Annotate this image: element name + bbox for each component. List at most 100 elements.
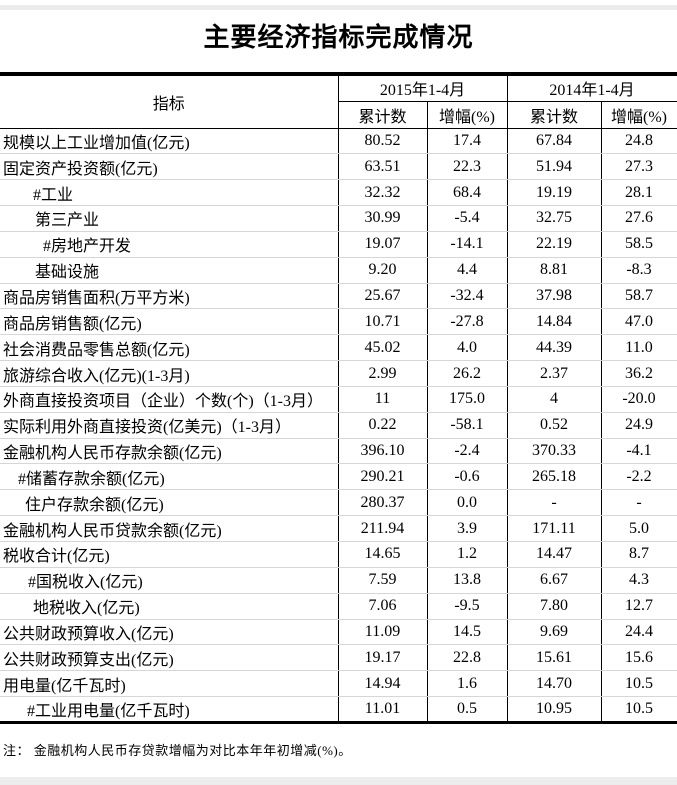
cumulative-2014-value: 265.18 — [506, 463, 601, 491]
indicators-table: 指标 2015年1-4月 2014年1-4月 累计数 增幅(%) 累计数 增幅(… — [0, 72, 677, 725]
table-row: 基础设施 9.20 4.4 8.81 -8.3 — [0, 257, 677, 284]
window-edge-top — [0, 5, 677, 10]
cumulative-2015-value: 30.99 — [337, 205, 427, 232]
cumulative-2015-value: 14.94 — [337, 670, 427, 698]
cumulative-2015-value: 14.65 — [337, 541, 427, 568]
growth-2015-value: 3.9 — [426, 515, 507, 542]
growth-2014-value: -4.1 — [600, 438, 677, 465]
indicator-label: 税收合计(亿元) — [0, 541, 338, 568]
indicator-label: #储蓄存款余额(亿元) — [0, 463, 338, 491]
table-header: 指标 2015年1-4月 2014年1-4月 累计数 增幅(%) 累计数 增幅(… — [0, 74, 677, 129]
growth-2014-value: 5.0 — [600, 515, 677, 542]
table-row: #工业 32.32 68.4 19.19 28.1 — [0, 179, 677, 207]
indicator-label: 金融机构人民币贷款余额(亿元) — [0, 515, 338, 542]
table-row: 用电量(亿千瓦时) 14.94 1.6 14.70 10.5 — [0, 670, 677, 698]
cumulative-2014-value: 67.84 — [506, 128, 601, 155]
cumulative-2014-value: 19.19 — [506, 179, 601, 207]
cumulative-2014-value: 8.81 — [506, 257, 601, 284]
indicator-label: 规模以上工业增加值(亿元) — [0, 128, 338, 155]
growth-2015-value: 0.0 — [426, 489, 507, 517]
growth-2014-value: 27.6 — [600, 205, 677, 232]
growth-2015-value: -5.4 — [426, 205, 507, 232]
table-row: 公共财政预算支出(亿元) 19.17 22.8 15.61 15.6 — [0, 644, 677, 672]
table-row: #房地产开发 19.07 -14.1 22.19 58.5 — [0, 231, 677, 258]
indicator-label: #工业用电量(亿千瓦时) — [0, 696, 338, 724]
growth-2014-value: -2.2 — [600, 463, 677, 491]
growth-2014-value: - — [600, 489, 677, 517]
cumulative-2015-value: 0.22 — [337, 412, 427, 439]
cumulative-2014-value: 14.70 — [506, 670, 601, 698]
growth-2015-value: -58.1 — [426, 412, 507, 439]
table-row: 社会消费品零售总额(亿元) 45.02 4.0 44.39 11.0 — [0, 334, 677, 362]
table-row: 固定资产投资额(亿元) 63.51 22.3 51.94 27.3 — [0, 153, 677, 181]
cumulative-2015-value: 7.06 — [337, 593, 427, 620]
growth-2015-value: 22.3 — [426, 153, 507, 181]
cumulative-2014-value: 14.84 — [506, 308, 601, 336]
growth-2014-value: 27.3 — [600, 153, 677, 181]
table-row: 商品房销售额(亿元) 10.71 -27.8 14.84 47.0 — [0, 308, 677, 336]
header-period-2015: 2015年1-4月 — [337, 74, 507, 102]
growth-2014-value: 36.2 — [600, 360, 677, 387]
cumulative-2015-value: 11.09 — [337, 619, 427, 646]
growth-2015-value: -9.5 — [426, 593, 507, 620]
indicator-label: 公共财政预算收入(亿元) — [0, 619, 338, 646]
cumulative-2014-value: 10.95 — [506, 696, 601, 724]
table-row: 实际利用外商直接投资(亿美元)（1-3月） 0.22 -58.1 0.52 24.9 — [0, 412, 677, 439]
indicator-label: 旅游综合收入(亿元)(1-3月) — [0, 360, 338, 387]
cumulative-2014-value: 4 — [506, 386, 601, 413]
indicator-label: 社会消费品零售总额(亿元) — [0, 334, 338, 362]
indicator-label: 实际利用外商直接投资(亿美元)（1-3月） — [0, 412, 338, 439]
table-row: #国税收入(亿元) 7.59 13.8 6.67 4.3 — [0, 567, 677, 594]
cumulative-2015-value: 63.51 — [337, 153, 427, 181]
table-row: #工业用电量(亿千瓦时) 11.01 0.5 10.95 10.5 — [0, 696, 677, 724]
growth-2015-value: 68.4 — [426, 179, 507, 207]
header-growth-2014: 增幅(%) — [600, 101, 677, 129]
growth-2015-value: 17.4 — [426, 128, 507, 155]
cumulative-2015-value: 2.99 — [337, 360, 427, 387]
indicator-label: 金融机构人民币存款余额(亿元) — [0, 438, 338, 465]
header-cumulative-2015: 累计数 — [337, 101, 427, 129]
cumulative-2014-value: 0.52 — [506, 412, 601, 439]
growth-2015-value: 1.6 — [426, 670, 507, 698]
cumulative-2014-value: 14.47 — [506, 541, 601, 568]
growth-2015-value: 175.0 — [426, 386, 507, 413]
indicator-label: 第三产业 — [0, 205, 338, 232]
cumulative-2014-value: 171.11 — [506, 515, 601, 542]
cumulative-2014-value: 44.39 — [506, 334, 601, 362]
growth-2014-value: 11.0 — [600, 334, 677, 362]
growth-2015-value: 4.0 — [426, 334, 507, 362]
cumulative-2014-value: - — [506, 489, 601, 517]
indicator-label: #国税收入(亿元) — [0, 567, 338, 594]
growth-2014-value: 4.3 — [600, 567, 677, 594]
table-row: 公共财政预算收入(亿元) 11.09 14.5 9.69 24.4 — [0, 619, 677, 646]
cumulative-2015-value: 280.37 — [337, 489, 427, 517]
table-row: #储蓄存款余额(亿元) 290.21 -0.6 265.18 -2.2 — [0, 463, 677, 491]
growth-2014-value: 12.7 — [600, 593, 677, 620]
growth-2014-value: 58.7 — [600, 283, 677, 310]
table-row: 住户存款余额(亿元) 280.37 0.0- - — [0, 489, 677, 517]
indicator-label: 外商直接投资项目（企业）个数(个)（1-3月） — [0, 386, 338, 413]
cumulative-2015-value: 19.07 — [337, 231, 427, 258]
cumulative-2014-value: 9.69 — [506, 619, 601, 646]
cumulative-2015-value: 25.67 — [337, 283, 427, 310]
cumulative-2015-value: 11 — [337, 386, 427, 413]
growth-2015-value: -2.4 — [426, 438, 507, 465]
growth-2014-value: 47.0 — [600, 308, 677, 336]
growth-2015-value: 13.8 — [426, 567, 507, 594]
table-row: 旅游综合收入(亿元)(1-3月) 2.99 26.2 2.37 36.2 — [0, 360, 677, 387]
growth-2015-value: 4.4 — [426, 257, 507, 284]
cumulative-2014-value: 32.75 — [506, 205, 601, 232]
indicator-label: 公共财政预算支出(亿元) — [0, 644, 338, 672]
table-row: 金融机构人民币贷款余额(亿元) 211.94 3.9 171.11 5.0 — [0, 515, 677, 542]
growth-2015-value: 1.2 — [426, 541, 507, 568]
growth-2015-value: 22.8 — [426, 644, 507, 672]
cumulative-2015-value: 80.52 — [337, 128, 427, 155]
cumulative-2015-value: 396.10 — [337, 438, 427, 465]
cumulative-2014-value: 51.94 — [506, 153, 601, 181]
cumulative-2014-value: 7.80 — [506, 593, 601, 620]
table-row: 税收合计(亿元) 14.65 1.2 14.47 8.7 — [0, 541, 677, 568]
growth-2014-value: 10.5 — [600, 696, 677, 724]
header-period-2014: 2014年1-4月 — [506, 74, 677, 102]
growth-2014-value: 28.1 — [600, 179, 677, 207]
cumulative-2014-value: 6.67 — [506, 567, 601, 594]
